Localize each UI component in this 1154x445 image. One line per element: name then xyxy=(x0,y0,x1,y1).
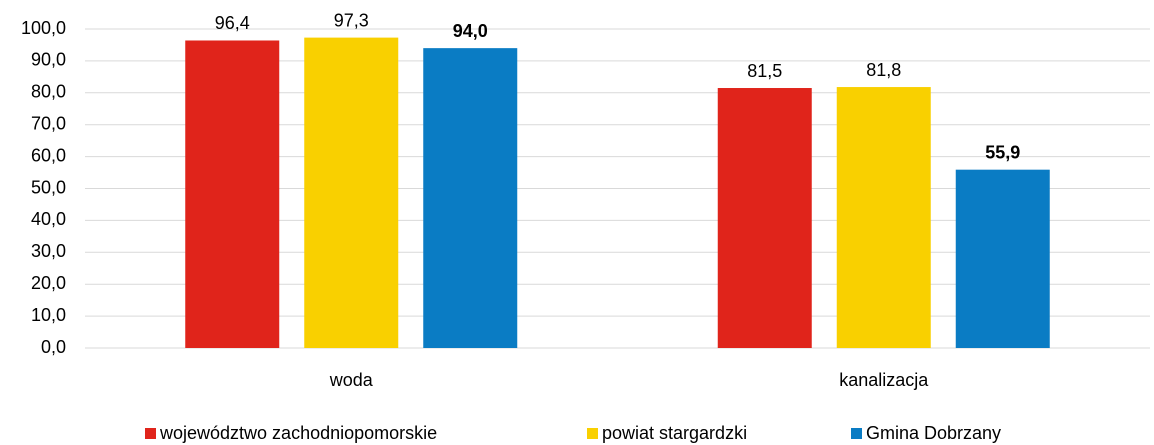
legend-swatch xyxy=(587,428,598,439)
y-tick-label: 50,0 xyxy=(31,177,66,197)
x-tick-label: kanalizacja xyxy=(839,370,929,390)
legend-label: Gmina Dobrzany xyxy=(866,423,1001,443)
y-tick-label: 20,0 xyxy=(31,273,66,293)
x-tick-label: woda xyxy=(329,370,374,390)
y-tick-label: 30,0 xyxy=(31,241,66,261)
y-tick-label: 90,0 xyxy=(31,50,66,70)
data-label: 94,0 xyxy=(453,21,488,41)
legend-label: województwo zachodniopomorskie xyxy=(159,423,437,443)
y-tick-label: 0,0 xyxy=(41,337,66,357)
data-label: 81,8 xyxy=(866,60,901,80)
data-label: 81,5 xyxy=(747,61,782,81)
legend-swatch xyxy=(145,428,156,439)
data-label: 97,3 xyxy=(334,10,369,30)
bar xyxy=(717,88,812,348)
y-tick-label: 40,0 xyxy=(31,209,66,229)
bar xyxy=(836,87,931,349)
y-tick-label: 10,0 xyxy=(31,305,66,325)
bar xyxy=(423,48,518,348)
y-tick-label: 70,0 xyxy=(31,113,66,133)
y-tick-label: 80,0 xyxy=(31,82,66,102)
bar xyxy=(955,169,1050,348)
legend-swatch xyxy=(851,428,862,439)
bar xyxy=(304,37,399,348)
data-label: 55,9 xyxy=(985,142,1020,162)
y-tick-label: 60,0 xyxy=(31,145,66,165)
legend-label: powiat stargardzki xyxy=(602,423,747,443)
y-tick-label: 100,0 xyxy=(21,18,66,38)
data-label: 96,4 xyxy=(215,13,250,33)
bar xyxy=(185,40,280,348)
